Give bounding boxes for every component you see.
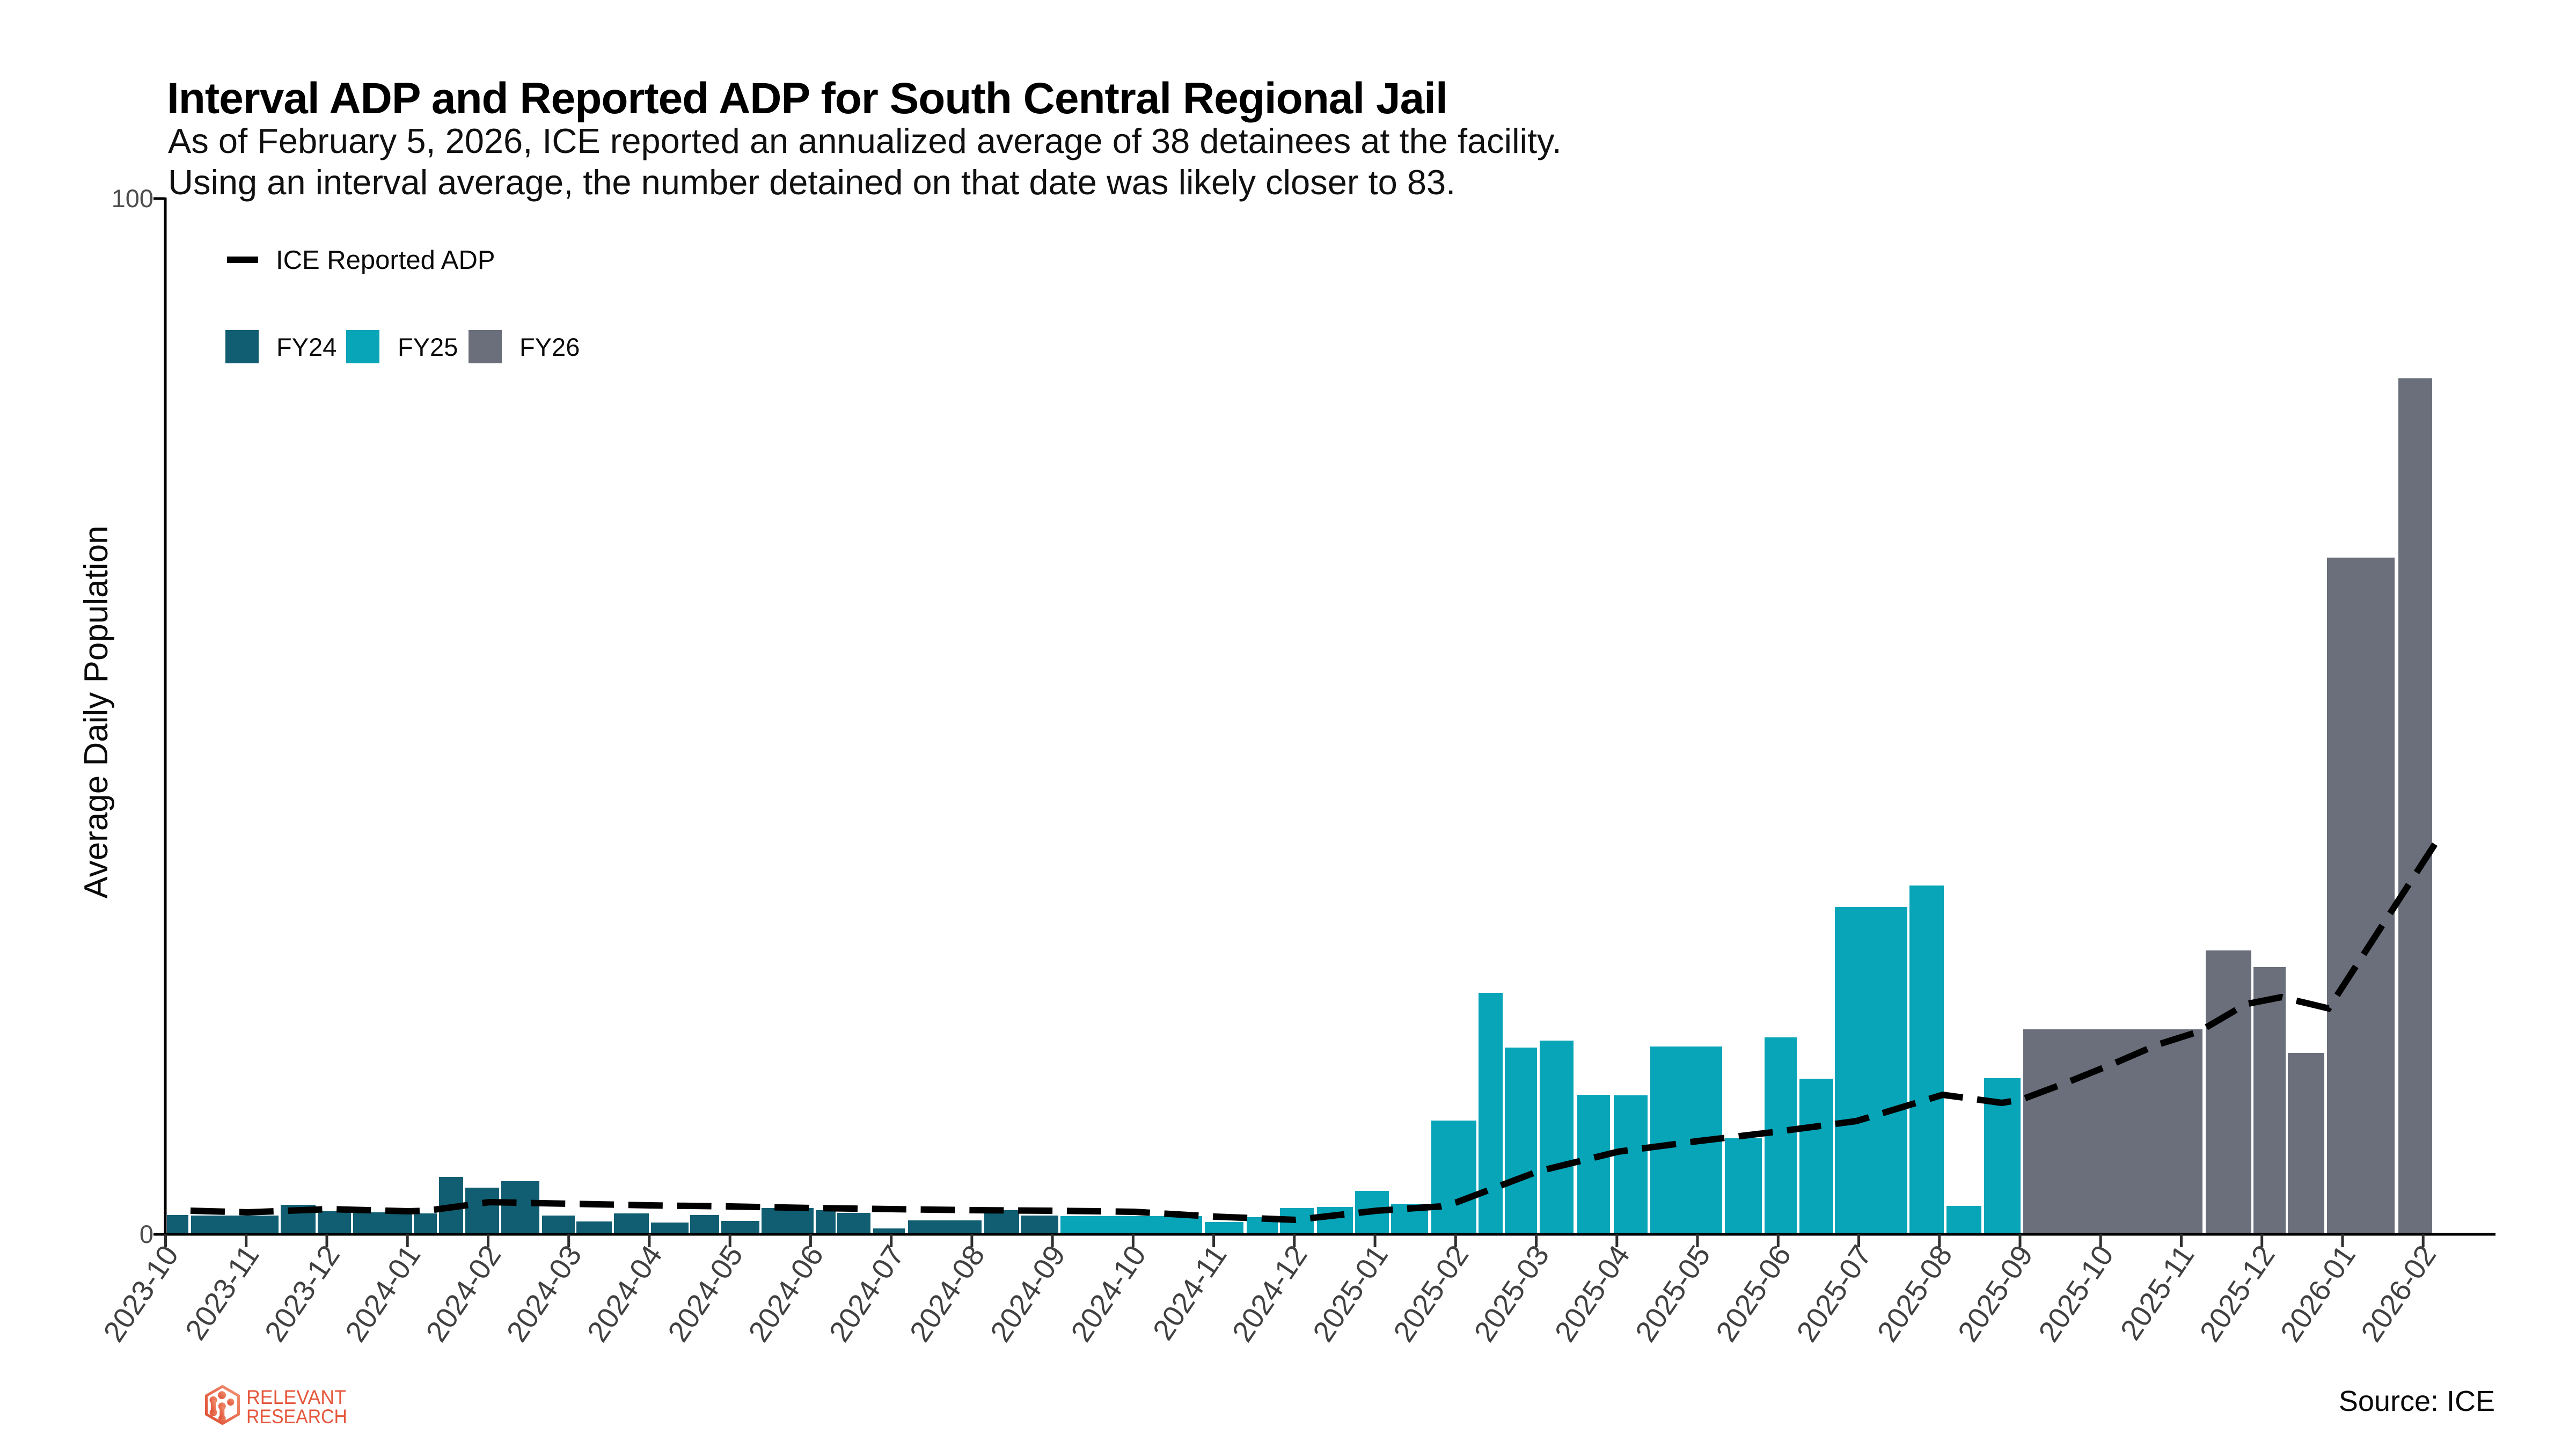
svg-text:RELEVANT: RELEVANT [246, 1386, 346, 1408]
svg-text:FY24: FY24 [276, 333, 336, 361]
svg-text:Interval ADP and Reported ADP: Interval ADP and Reported ADP for South … [167, 74, 1447, 123]
svg-text:100: 100 [112, 184, 153, 213]
svg-text:ICE Reported ADP: ICE Reported ADP [276, 246, 495, 275]
svg-text:0: 0 [140, 1220, 153, 1248]
svg-text:Average Daily Population: Average Daily Population [78, 525, 115, 898]
svg-text:As of February 5, 2026, ICE re: As of February 5, 2026, ICE reported an … [168, 121, 1562, 160]
svg-text:Source: ICE: Source: ICE [2339, 1385, 2495, 1417]
svg-text:FY25: FY25 [398, 333, 458, 361]
svg-text:Using an interval average, the: Using an interval average, the number de… [168, 163, 1455, 202]
svg-text:RESEARCH: RESEARCH [246, 1406, 347, 1428]
svg-text:FY26: FY26 [519, 333, 580, 361]
